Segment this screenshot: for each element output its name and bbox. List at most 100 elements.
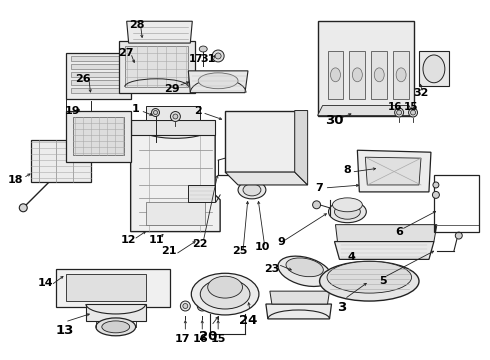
Polygon shape [336,225,437,242]
Polygon shape [73,117,123,155]
Ellipse shape [396,68,406,82]
Polygon shape [357,150,431,192]
Polygon shape [270,291,329,304]
Ellipse shape [216,303,220,309]
Text: 32: 32 [413,88,429,98]
Text: 27: 27 [118,48,133,58]
Polygon shape [188,71,248,93]
Text: 16: 16 [388,102,402,112]
Text: 10: 10 [254,243,270,252]
Polygon shape [318,105,414,116]
Polygon shape [266,304,332,319]
Ellipse shape [238,181,266,199]
Ellipse shape [197,301,207,311]
Ellipse shape [278,256,331,287]
Text: 24: 24 [239,314,257,327]
Text: 13: 13 [56,324,74,337]
Text: 17: 17 [189,54,203,64]
Ellipse shape [215,53,221,59]
Ellipse shape [19,204,27,212]
Text: 1: 1 [132,104,140,113]
Ellipse shape [396,110,402,115]
Text: 22: 22 [193,239,208,248]
Text: 31: 31 [200,54,216,64]
Polygon shape [371,51,387,99]
Text: 26: 26 [75,74,91,84]
Ellipse shape [102,321,130,333]
Text: 17: 17 [174,334,190,344]
Ellipse shape [208,276,243,298]
Ellipse shape [183,303,188,309]
Ellipse shape [171,112,180,121]
Polygon shape [66,274,146,301]
Polygon shape [71,80,125,85]
Ellipse shape [335,204,360,219]
Polygon shape [419,51,449,86]
Text: 30: 30 [325,114,344,127]
Ellipse shape [191,273,259,315]
Text: 15: 15 [404,102,418,112]
Polygon shape [66,111,131,162]
Text: 29: 29 [165,84,180,94]
Ellipse shape [319,261,419,301]
Polygon shape [71,72,125,77]
Ellipse shape [243,184,261,196]
Polygon shape [86,304,146,321]
Ellipse shape [200,279,250,309]
Polygon shape [131,121,215,135]
Polygon shape [146,105,200,121]
Ellipse shape [328,201,367,223]
Ellipse shape [212,50,224,62]
Text: 4: 4 [347,252,355,262]
Ellipse shape [374,68,384,82]
Polygon shape [119,41,196,93]
Text: 12: 12 [121,234,136,244]
Text: 14: 14 [37,278,53,288]
Text: 6: 6 [395,226,403,237]
Polygon shape [56,269,171,307]
Polygon shape [318,21,414,116]
Ellipse shape [286,258,323,277]
Text: 9: 9 [278,237,286,247]
Ellipse shape [96,318,136,336]
Ellipse shape [151,109,159,117]
Text: 28: 28 [129,20,145,30]
Polygon shape [294,111,308,185]
Polygon shape [66,53,131,99]
Text: 23: 23 [264,264,279,274]
Ellipse shape [200,303,205,309]
Ellipse shape [199,46,207,52]
Polygon shape [131,125,220,231]
Ellipse shape [352,68,362,82]
Text: 25: 25 [232,247,248,256]
Ellipse shape [433,182,439,188]
Text: 11: 11 [149,234,164,244]
Ellipse shape [433,192,440,198]
Ellipse shape [153,111,157,114]
Ellipse shape [213,301,223,311]
Polygon shape [146,202,205,225]
Text: 16: 16 [193,334,208,344]
Polygon shape [393,51,409,99]
Ellipse shape [198,73,238,89]
Ellipse shape [455,232,462,239]
Polygon shape [225,172,308,185]
Text: 8: 8 [343,165,351,175]
Text: 19: 19 [65,105,81,116]
Text: 20: 20 [199,330,218,343]
Polygon shape [71,64,125,69]
Text: 3: 3 [337,301,346,314]
Polygon shape [188,185,215,202]
Polygon shape [335,242,434,260]
Polygon shape [31,140,91,182]
Ellipse shape [180,301,190,311]
Ellipse shape [333,198,362,212]
Ellipse shape [173,114,178,119]
Polygon shape [225,111,294,172]
Polygon shape [327,51,343,99]
Text: 2: 2 [195,105,202,116]
Polygon shape [366,157,421,185]
Ellipse shape [313,201,320,209]
Ellipse shape [411,110,416,115]
Ellipse shape [423,55,445,83]
